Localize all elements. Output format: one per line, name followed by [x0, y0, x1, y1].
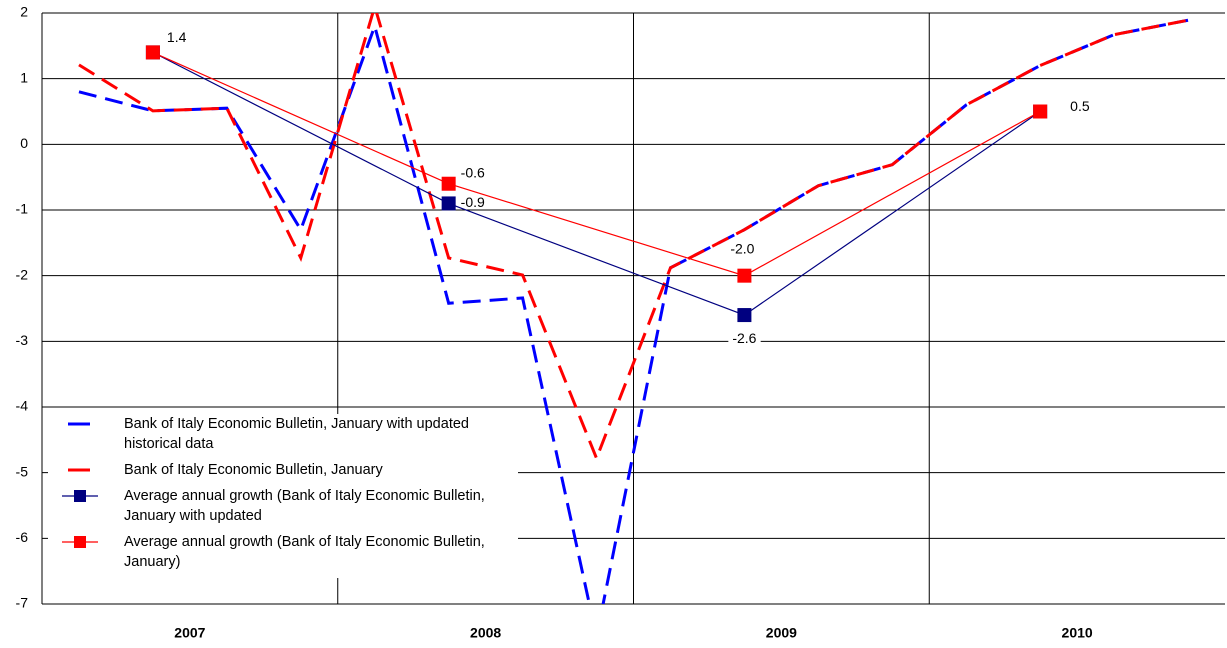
- y-tick-label: -5: [16, 463, 29, 479]
- y-tick-label: -3: [16, 332, 29, 348]
- marker: [441, 196, 456, 211]
- legend-symbol: [68, 422, 90, 426]
- marker: [1033, 104, 1048, 119]
- y-tick-label: -6: [16, 529, 29, 545]
- series-line: [152, 51, 1041, 277]
- x-tick-label: 2007: [174, 625, 205, 641]
- data-label: -0.6: [461, 164, 485, 180]
- legend-symbol: [68, 468, 90, 472]
- y-tick-label: -4: [16, 398, 29, 414]
- data-label: 0.5: [1070, 98, 1090, 114]
- marker: [441, 176, 456, 191]
- y-tick-label: 0: [20, 135, 28, 151]
- legend-item: Bank of Italy Economic Bulletin, January: [48, 460, 518, 480]
- legend-label: Average annual growth (Bank of Italy Eco…: [124, 534, 485, 570]
- y-tick-label: 1: [20, 69, 28, 85]
- legend-symbol: [62, 536, 98, 548]
- y-tick-label: -1: [16, 201, 29, 217]
- x-tick-label: 2009: [766, 625, 797, 641]
- marker: [145, 45, 160, 60]
- x-tick-label: 2010: [1062, 625, 1093, 641]
- marker: [737, 308, 752, 323]
- data-label: -0.9: [461, 194, 485, 210]
- series-line: [152, 51, 1041, 316]
- legend-item: Average annual growth (Bank of Italy Eco…: [48, 532, 518, 572]
- y-tick-label: -2: [16, 266, 29, 282]
- y-tick-label: -7: [16, 595, 29, 611]
- marker: [737, 268, 752, 283]
- data-label: 1.4: [167, 29, 187, 45]
- data-label: -2.6: [732, 330, 756, 346]
- legend-item: Bank of Italy Economic Bulletin, January…: [48, 414, 518, 454]
- legend-label: Bank of Italy Economic Bulletin, January: [124, 462, 383, 478]
- legend-symbol: [62, 490, 98, 502]
- x-tick-label: 2008: [470, 625, 501, 641]
- legend: Bank of Italy Economic Bulletin, January…: [48, 414, 518, 578]
- series-line: [78, 13, 1189, 463]
- plot: [78, 13, 1189, 604]
- legend-marker: [74, 536, 86, 548]
- legend-item: Average annual growth (Bank of Italy Eco…: [48, 486, 518, 526]
- legend-marker: [74, 490, 86, 502]
- data-label: -2.0: [730, 240, 754, 256]
- y-tick-label: 2: [20, 4, 28, 20]
- legend-label: Bank of Italy Economic Bulletin, January…: [124, 416, 469, 452]
- legend-label: Average annual growth (Bank of Italy Eco…: [124, 488, 485, 524]
- label-bg: [728, 328, 761, 347]
